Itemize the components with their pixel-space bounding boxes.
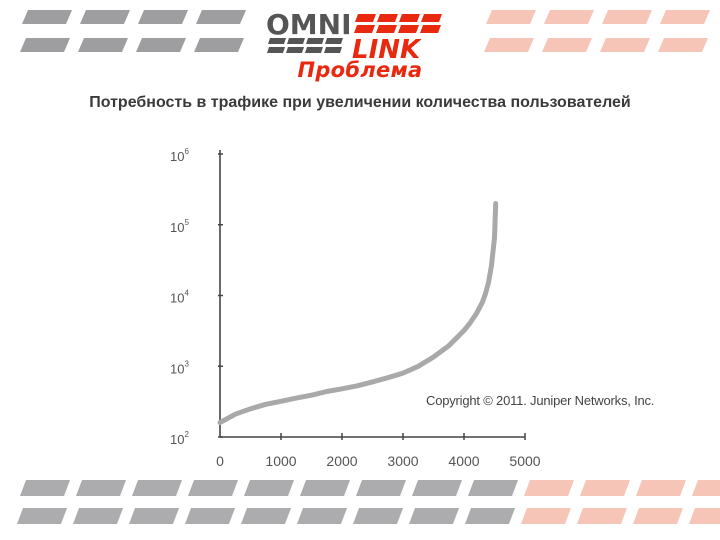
- x-tick-label: 3000: [387, 453, 418, 469]
- chart-svg: 102 103 104 105 106 0 1000 2000 3000 4000 5000: [170, 147, 541, 469]
- logo-stripes-top: [354, 14, 442, 33]
- x-tick-label: 2000: [326, 453, 357, 469]
- y-axis-ticks: 102 103 104 105 106: [170, 147, 223, 447]
- decor-stripe: [689, 508, 720, 524]
- decor-stripes-top-svg: [20, 10, 710, 52]
- decor-stripe: [484, 38, 534, 52]
- decor-stripe: [602, 10, 652, 24]
- decor-stripe: [20, 38, 70, 52]
- x-tick-label: 5000: [509, 453, 540, 469]
- y-tick-label: 105: [170, 218, 189, 235]
- decor-stripe: [20, 480, 70, 496]
- copyright-notice: Copyright © 2011. Juniper Networks, Inc.: [426, 393, 655, 408]
- decor-stripe: [692, 480, 720, 496]
- slide-subtitle: Потребность в трафике при увеличении кол…: [89, 94, 631, 111]
- decor-stripe: [353, 508, 403, 524]
- decor-stripe: [468, 480, 518, 496]
- decor-stripe: [465, 508, 515, 524]
- decor-stripe: [188, 480, 238, 496]
- decor-stripe: [542, 38, 592, 52]
- decor-stripe: [486, 10, 536, 24]
- chart-area: 102 103 104 105 106 0 1000 2000 3000 4000 5000: [160, 140, 541, 480]
- y-tick-label: 106: [170, 147, 189, 164]
- decor-stripes-bottom-svg: [17, 480, 720, 524]
- logo-svg: OMNI LINK: [266, 8, 442, 65]
- decor-stripe: [577, 508, 627, 524]
- decor-stripe: [633, 508, 683, 524]
- decor-stripe: [658, 38, 708, 52]
- decor-stripe: [580, 480, 630, 496]
- decor-stripe: [138, 10, 188, 24]
- decor-stripe: [22, 10, 72, 24]
- decor-stripe: [300, 480, 350, 496]
- decor-stripe: [297, 508, 347, 524]
- decor-stripe: [136, 38, 186, 52]
- logo-text-top: OMNI: [266, 8, 352, 41]
- x-tick-label: 1000: [265, 453, 296, 469]
- decor-stripe: [241, 508, 291, 524]
- y-tick-label: 103: [170, 359, 189, 376]
- decor-stripe: [78, 38, 128, 52]
- decor-stripe: [544, 10, 594, 24]
- x-tick-label: 4000: [448, 453, 479, 469]
- decor-stripe: [17, 508, 67, 524]
- decor-stripe: [521, 508, 571, 524]
- decor-stripe: [412, 480, 462, 496]
- x-axis-ticks: 0 1000 2000 3000 4000 5000: [216, 433, 541, 469]
- omnilink-logo: OMNI LINK: [262, 8, 462, 65]
- decor-stripe: [132, 480, 182, 496]
- decor-stripe: [244, 480, 294, 496]
- logo-stripes-bottom: [267, 38, 343, 53]
- decor-stripe: [409, 508, 459, 524]
- logo-text-bottom: LINK: [352, 35, 422, 64]
- decor-stripe: [600, 38, 650, 52]
- decor-stripe: [76, 480, 126, 496]
- decor-stripes-bottom: [0, 478, 720, 538]
- decor-stripe: [73, 508, 123, 524]
- decor-stripe: [80, 10, 130, 24]
- decor-stripe: [636, 480, 686, 496]
- series-line: [217, 201, 499, 426]
- decor-stripe: [194, 38, 244, 52]
- decor-stripe: [185, 508, 235, 524]
- decor-stripe: [356, 480, 406, 496]
- slide-title: Проблема: [297, 58, 423, 82]
- decor-stripes-top: [0, 0, 720, 60]
- decor-stripe: [196, 10, 246, 24]
- y-tick-label: 102: [170, 430, 189, 447]
- y-tick-label: 104: [170, 289, 189, 306]
- decor-stripe: [660, 10, 710, 24]
- decor-stripe: [129, 508, 179, 524]
- decor-stripe: [524, 480, 574, 496]
- x-tick-label: 0: [216, 453, 224, 469]
